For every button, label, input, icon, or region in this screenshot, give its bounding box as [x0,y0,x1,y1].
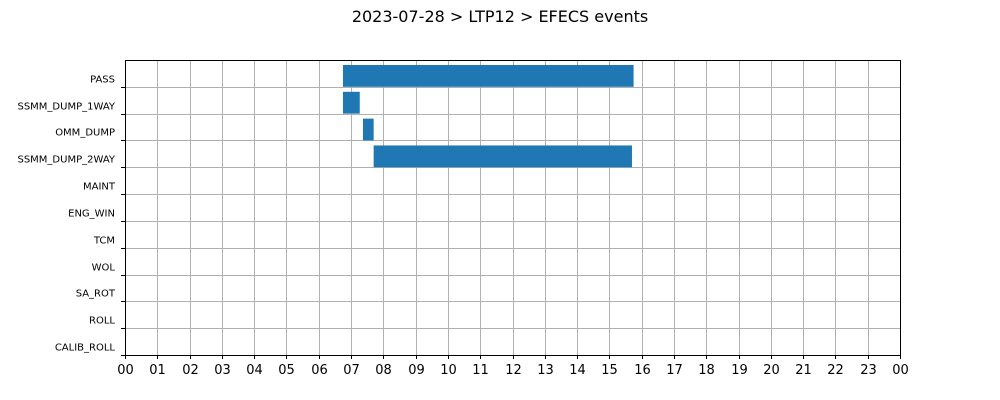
y-tick-label: SA_ROT [76,289,116,300]
x-tick-label: 00 [892,363,909,378]
x-tick-label: 11 [472,363,489,378]
y-gridlines [125,87,900,356]
x-tick-label: 06 [311,363,328,378]
x-tick-label: 01 [149,363,166,378]
y-tick-label: SSMM_DUMP_1WAY [17,102,115,113]
x-tick-label: 08 [375,363,392,378]
y-tick-label: ROLL [89,316,115,327]
event-bar-pass [342,65,634,87]
x-tick-label: 02 [182,363,199,378]
x-tick-label: 14 [569,363,586,378]
x-tick-label: 03 [214,363,231,378]
x-tick-label: 19 [731,363,748,378]
y-axis-ticks: PASS SSMM_DUMP_1WAY OMM_DUMP SSMM_DUMP_2WAY… [17,75,125,356]
x-tick-label: 13 [537,363,554,378]
x-tick-label: 10 [440,363,457,378]
x-tick-label: 21 [795,363,812,378]
x-tick-label: 16 [634,363,651,378]
y-tick-label: TCM [93,236,115,247]
x-gridlines [125,60,901,355]
y-tick-label: OMM_DUMP [55,128,115,139]
x-axis-ticks: 00 01 02 03 04 05 06 07 08 09 10 11 12 13 14 15 16 17 18 19… [117,355,909,378]
event-bars [342,65,634,168]
y-tick-label: ENG_WIN [68,209,115,220]
x-tick-label: 09 [408,363,425,378]
y-tick-label: MAINT [83,182,116,193]
x-tick-label: 15 [601,363,618,378]
y-tick-label: WOL [92,263,116,274]
event-bar-ssmm-dump-1way [342,91,360,114]
x-tick-label: 07 [343,363,360,378]
y-tick-label: SSMM_DUMP_2WAY [17,155,115,166]
x-tick-label: 23 [860,363,877,378]
x-tick-label: 00 [117,363,134,378]
x-tick-label: 12 [505,363,522,378]
x-tick-label: 17 [666,363,683,378]
x-tick-label: 18 [698,363,715,378]
event-bar-ssmm-dump-2way [373,145,632,168]
event-bar-omm-dump [362,118,374,141]
y-tick-label: CALIB_ROLL [55,343,116,354]
x-tick-label: 22 [827,363,844,378]
y-tick-label: PASS [90,75,115,86]
x-tick-label: 20 [763,363,780,378]
x-tick-label: 05 [278,363,295,378]
chart-title: 2023-07-28 > LTP12 > EFECS events [352,7,648,26]
x-tick-label: 04 [246,363,263,378]
